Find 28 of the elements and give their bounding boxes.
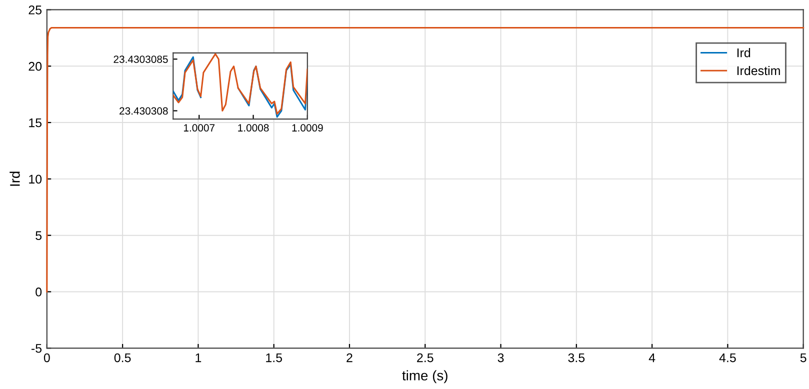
- x-tick-label: 1: [196, 353, 202, 362]
- x-tick-label: 1.0008: [238, 124, 269, 132]
- x-tick-label: 3.5: [568, 353, 585, 362]
- y-tick-label: 10: [29, 174, 42, 184]
- x-tick-label: 4.5: [719, 353, 736, 362]
- legend-label: Irdestim: [737, 66, 780, 76]
- x-tick-label: 1.5: [266, 353, 282, 362]
- y-tick-label: 23.430308: [120, 107, 168, 115]
- x-tick-label: 2.5: [417, 353, 434, 362]
- x-tick-label: 1.0009: [292, 124, 323, 132]
- x-tick-label: 5: [800, 353, 806, 362]
- x-axis-title: time (s): [402, 370, 448, 384]
- line-series: [46, 27, 804, 293]
- y-tick-label: 20: [28, 62, 42, 71]
- y-axis-title: Ird: [10, 172, 20, 186]
- x-tick-label: 4: [648, 353, 656, 362]
- x-tick-label: 3: [498, 353, 504, 362]
- legend-label: Ird: [737, 48, 750, 58]
- y-tick-label: 23.4303085: [114, 56, 168, 63]
- x-tick-label: 0.5: [114, 353, 131, 362]
- y-tick-label: 0: [36, 288, 42, 296]
- y-tick-label: 15: [29, 118, 42, 128]
- y-tick-label: 25: [28, 6, 42, 14]
- x-tick-label: 2: [346, 353, 352, 362]
- x-tick-label: 0: [44, 353, 50, 362]
- y-tick-label: -5: [32, 344, 42, 353]
- y-tick-label: 5: [36, 231, 42, 240]
- x-tick-label: 1.0007: [184, 124, 215, 132]
